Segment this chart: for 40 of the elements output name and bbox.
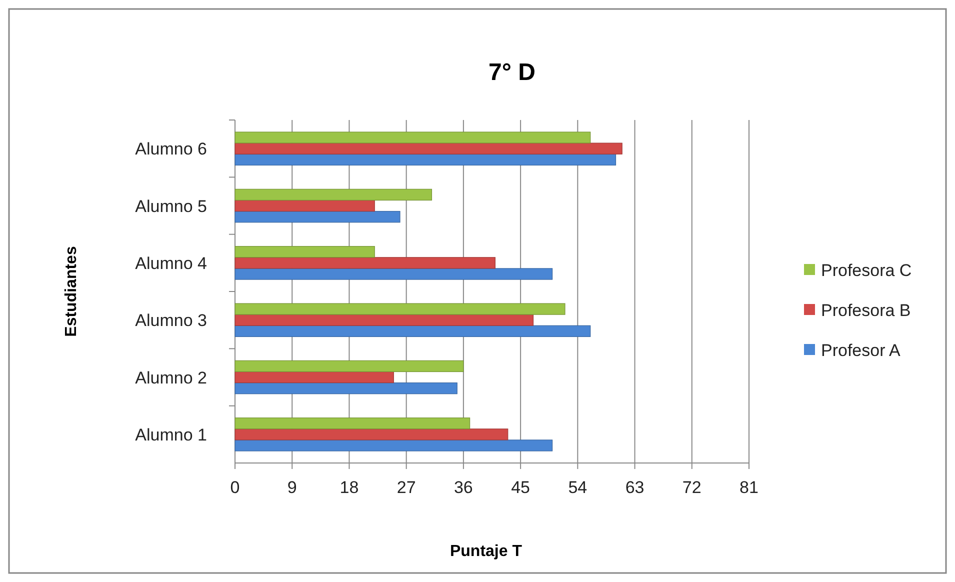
bar (234, 360, 464, 372)
bar (234, 132, 591, 144)
bar (234, 154, 616, 166)
bar (234, 371, 394, 384)
bar (234, 440, 553, 452)
x-tick-label: 9 (287, 478, 297, 497)
bar (234, 382, 458, 394)
legend-label: Profesor A (821, 341, 902, 360)
bar (234, 200, 375, 212)
y-tick-label: Alumno 6 (135, 140, 207, 159)
y-tick-label: Alumno 1 (135, 425, 207, 444)
bar (234, 188, 432, 201)
bar (234, 210, 400, 223)
chart-title: 7° D (488, 59, 536, 86)
bar (234, 257, 496, 269)
x-tick-label: 18 (340, 478, 359, 497)
x-axis-title: Puntaje T (450, 543, 522, 560)
bar (234, 428, 508, 440)
bar (234, 142, 622, 154)
bar (234, 246, 375, 258)
y-tick-label: Alumno 3 (135, 311, 207, 330)
legend-label: Profesora C (821, 261, 912, 280)
x-tick-label: 45 (511, 478, 530, 497)
bar (234, 268, 553, 280)
y-tick-label: Alumno 5 (135, 196, 207, 216)
x-tick-label: 36 (454, 478, 473, 497)
x-tick-label: 72 (682, 478, 702, 497)
y-tick-label: Alumno 4 (135, 254, 207, 273)
y-axis-title: Estudiantes (63, 246, 80, 337)
bar (234, 303, 566, 315)
x-tick-label: 0 (230, 478, 240, 497)
y-tick-label: Alumno 2 (135, 368, 207, 388)
bar (234, 314, 534, 326)
x-tick-label: 63 (625, 478, 644, 497)
x-tick-label: 81 (740, 478, 758, 497)
x-tick-label: 27 (396, 478, 416, 497)
x-tick-label: 54 (568, 478, 588, 497)
bar (234, 418, 470, 430)
legend-label: Profesora B (821, 301, 911, 320)
bar (234, 325, 591, 337)
